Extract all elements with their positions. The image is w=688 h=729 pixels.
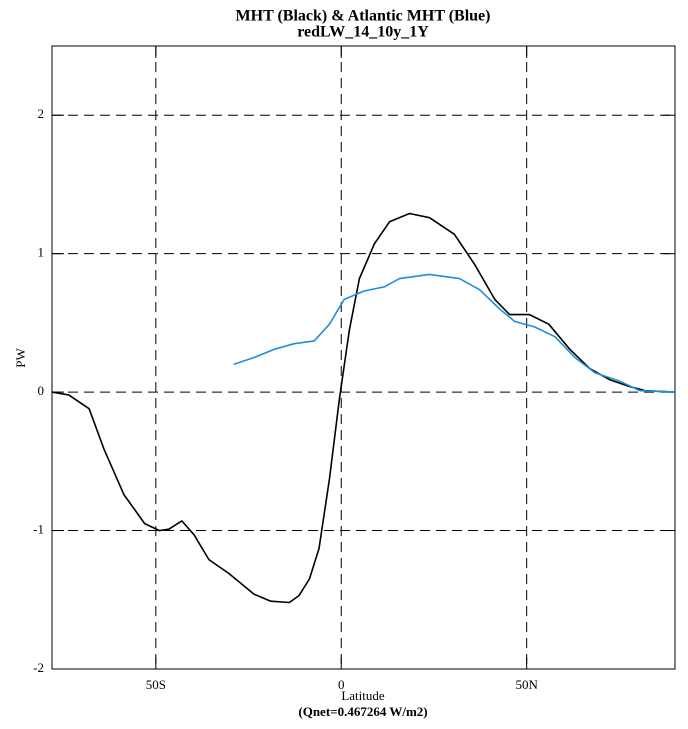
annotation: (Qnet=0.467264 W/m2) <box>298 704 427 719</box>
x-tick-label: 0 <box>338 677 345 692</box>
data-line <box>233 273 676 393</box>
y-tick-label: 0 <box>38 383 45 398</box>
x-tick-label: 50N <box>515 677 538 692</box>
y-tick-label: 1 <box>38 245 45 260</box>
chart-subtitle: redLW_14_10y_1Y <box>297 24 429 41</box>
data-line <box>51 212 676 604</box>
y-tick-label: -1 <box>33 522 44 537</box>
chart-title: MHT (Black) & Atlantic MHT (Blue) <box>236 8 491 25</box>
x-tick-label: 50S <box>146 677 166 692</box>
y-axis-label: PW <box>13 348 28 368</box>
y-tick-label: 2 <box>38 106 45 121</box>
x-axis-label: Latitude <box>341 688 385 703</box>
plot-frame <box>51 45 676 670</box>
y-tick-label: -2 <box>33 660 44 675</box>
